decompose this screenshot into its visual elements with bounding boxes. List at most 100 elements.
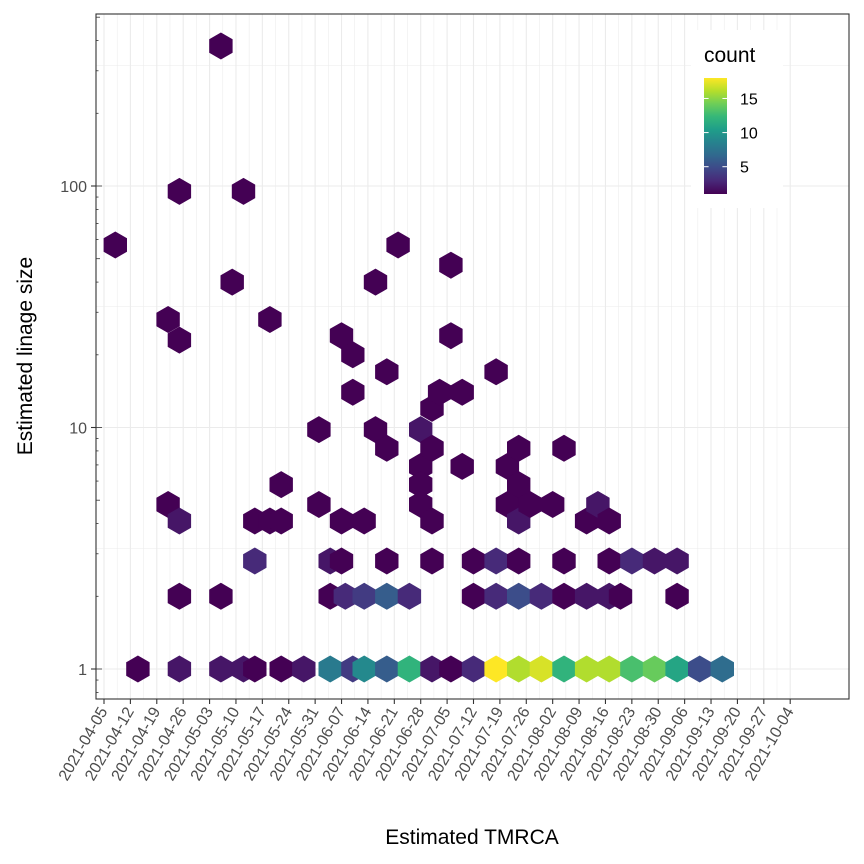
hex-bin — [352, 582, 376, 610]
y-tick-label: 100 — [60, 179, 87, 196]
hex-bin — [375, 582, 399, 610]
hex-bin — [541, 491, 565, 518]
hex-bin — [450, 452, 474, 480]
hex-bin — [243, 547, 267, 575]
hex-bin — [209, 32, 233, 60]
hex-bin — [329, 547, 354, 575]
hex-bin — [507, 547, 531, 575]
hex-bin — [352, 507, 376, 535]
hex-bin — [375, 547, 399, 575]
hex-bin — [167, 582, 192, 610]
x-axis-title: Estimated TMRCA — [385, 826, 559, 849]
hex-bin — [341, 378, 365, 406]
hex-bin — [363, 416, 388, 444]
hex-bin — [420, 434, 444, 462]
hex-bin — [608, 582, 633, 610]
hex-bin — [642, 547, 667, 575]
hex-bin — [386, 231, 410, 259]
hex-bin — [688, 655, 712, 683]
hex-bin — [156, 306, 180, 333]
legend: count 5 10 15 — [691, 30, 783, 208]
hex-bin — [167, 326, 192, 354]
hex-bin — [231, 177, 256, 205]
hex-bin — [167, 177, 192, 205]
hex-bin — [597, 547, 621, 575]
y-tick-label: 1 — [78, 662, 87, 679]
hex-bin — [409, 471, 433, 499]
hex-bin — [552, 655, 576, 683]
hex-bin — [258, 306, 282, 333]
hex-bin — [461, 582, 486, 610]
hex-bin — [167, 655, 192, 683]
hex-bin — [363, 268, 388, 296]
hex-bin — [292, 655, 316, 683]
hex-bin — [552, 434, 576, 462]
hex-bin — [209, 582, 233, 610]
hex-layer — [103, 32, 734, 683]
hex-bin — [307, 491, 331, 518]
hex-bin — [461, 547, 486, 575]
hex-bin — [529, 655, 554, 683]
hex-bin — [409, 452, 433, 480]
legend-label: 15 — [740, 91, 758, 108]
hex-bin — [484, 582, 508, 610]
hex-bin — [209, 655, 233, 683]
hex-bin — [484, 655, 508, 683]
hex-bin — [552, 582, 576, 610]
hex-bin — [269, 507, 293, 535]
hex-bin — [103, 231, 127, 259]
legend-colorbar — [704, 78, 727, 194]
hex-bin — [439, 251, 463, 279]
hex-bin — [329, 507, 354, 535]
hex-bin — [461, 655, 486, 683]
hex-bin — [375, 358, 399, 386]
hex-bin — [167, 507, 192, 535]
hex-bin — [450, 378, 474, 406]
hex-bin — [552, 547, 576, 575]
hex-bin — [269, 471, 293, 499]
panel-border — [95, 13, 850, 700]
hex-bin — [665, 582, 689, 610]
hex-bin — [518, 491, 542, 518]
y-tick-label: 10 — [69, 421, 87, 438]
hex-bin — [665, 655, 689, 683]
hex-bin — [126, 655, 150, 683]
hex-bin — [307, 416, 331, 444]
hex-bin — [507, 582, 531, 610]
hex-bin — [529, 582, 554, 610]
hex-bin — [507, 655, 531, 683]
hex-bin — [375, 655, 399, 683]
hex-bin — [439, 322, 463, 350]
hex-bin — [269, 655, 293, 683]
hex-bin — [409, 416, 433, 444]
hex-bin — [333, 582, 357, 610]
legend-title: count — [704, 44, 756, 67]
hex-bin — [220, 268, 244, 296]
y-axis-title: Estimated linage size — [14, 257, 37, 455]
hex-bin — [484, 547, 508, 575]
hex-bin — [574, 655, 599, 683]
legend-ticks: 5 10 15 — [704, 91, 758, 177]
hex-bin — [495, 452, 520, 480]
legend-label: 10 — [740, 126, 758, 143]
hex-bin — [427, 378, 452, 406]
hex-bin — [420, 655, 444, 683]
hex-bin — [642, 655, 667, 683]
hex-bin — [420, 547, 444, 575]
hex-bin — [375, 434, 399, 462]
hex-bin — [620, 655, 644, 683]
y-axis: 1 10 100 — [60, 16, 102, 693]
legend-label: 5 — [740, 160, 749, 177]
hex-bin — [507, 471, 531, 499]
hex-bin — [507, 434, 531, 462]
hex-bin — [397, 582, 422, 610]
hex-bin — [597, 507, 621, 535]
hex-bin — [341, 341, 365, 369]
hex-bin — [620, 547, 644, 575]
hex-bin — [329, 322, 354, 350]
hex-bin — [484, 358, 508, 386]
hex-bin — [397, 655, 422, 683]
hex-bin — [243, 655, 267, 683]
hex-bin — [318, 655, 342, 683]
